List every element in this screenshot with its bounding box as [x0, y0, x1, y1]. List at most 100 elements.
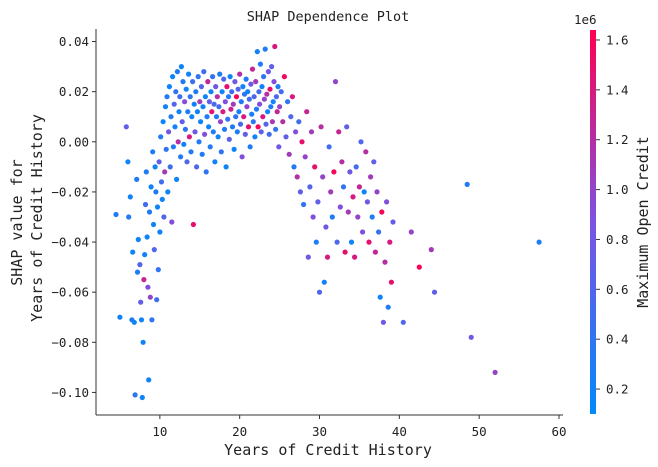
data-point: [241, 114, 247, 120]
colorbar-tick-label: 1.0: [606, 182, 629, 197]
data-point: [207, 144, 213, 150]
data-point: [210, 129, 216, 135]
y-axis-label-line-1: SHAP value for: [8, 159, 26, 285]
data-point: [163, 146, 169, 152]
data-point: [141, 277, 147, 283]
data-point: [154, 297, 160, 303]
data-point: [344, 124, 350, 130]
data-point: [201, 69, 207, 75]
data-point: [361, 189, 367, 195]
data-point: [252, 134, 258, 140]
data-point: [169, 219, 175, 225]
data-point: [262, 46, 268, 52]
y-axis-ticks: 0.04 0.02 0.00 −0.02 −0.04 −0.06 −0.08 −0.10: [51, 34, 96, 400]
data-point: [165, 189, 171, 195]
data-point: [180, 79, 186, 85]
data-point: [206, 99, 212, 105]
data-point: [276, 144, 282, 150]
data-point: [208, 89, 214, 95]
chart-title: SHAP Dependence Plot: [247, 9, 410, 25]
data-point: [213, 114, 220, 120]
data-point: [377, 294, 383, 300]
data-point: [289, 94, 295, 100]
data-point: [249, 66, 256, 72]
data-point: [372, 249, 378, 255]
data-point: [245, 89, 251, 95]
y-tick-label: 0.04: [59, 34, 89, 49]
data-point: [227, 74, 233, 80]
data-point: [291, 164, 297, 170]
data-point: [337, 204, 343, 210]
data-point: [198, 119, 204, 125]
data-point: [182, 126, 188, 132]
data-point: [230, 101, 236, 107]
data-point: [134, 269, 141, 275]
data-point: [431, 289, 438, 295]
data-point: [213, 84, 219, 90]
data-point: [246, 96, 252, 102]
data-point: [194, 109, 200, 115]
data-point: [178, 154, 184, 160]
data-point: [380, 319, 386, 325]
data-point: [174, 69, 180, 75]
data-point: [237, 121, 244, 127]
data-point: [323, 224, 329, 230]
data-point: [356, 184, 362, 190]
data-point: [172, 124, 178, 130]
data-point: [138, 299, 144, 305]
data-point: [178, 64, 184, 70]
data-point: [147, 294, 153, 300]
data-point: [345, 209, 351, 215]
data-point: [258, 129, 264, 135]
data-point: [273, 126, 279, 132]
data-point: [536, 239, 542, 245]
data-point: [263, 121, 269, 127]
data-point: [272, 43, 278, 50]
colorbar-tick-label: 1.6: [606, 32, 629, 47]
data-point: [127, 194, 133, 200]
y-tick-label: −0.02: [51, 184, 89, 199]
data-point: [326, 144, 332, 150]
data-point: [138, 317, 145, 323]
data-point: [369, 214, 375, 220]
data-point: [150, 221, 157, 228]
colorbar-tick-label: 0.8: [606, 232, 629, 247]
data-point: [233, 114, 239, 120]
data-point: [468, 334, 474, 340]
data-point: [253, 79, 259, 85]
data-point: [264, 91, 270, 97]
data-point: [199, 151, 205, 157]
data-point: [339, 159, 345, 165]
data-point: [179, 119, 185, 125]
colorbar-tick-label: 1.2: [606, 132, 629, 147]
data-point: [134, 176, 140, 182]
data-point: [416, 264, 422, 270]
data-point: [214, 94, 220, 100]
data-point: [313, 239, 319, 245]
data-point: [229, 89, 235, 95]
data-point: [368, 174, 374, 180]
data-point: [283, 134, 289, 140]
data-point: [352, 254, 358, 260]
data-point: [137, 262, 143, 268]
x-tick-label: 50: [472, 424, 487, 439]
data-point: [146, 377, 152, 383]
data-point: [206, 124, 212, 130]
data-point: [188, 149, 194, 155]
data-point: [135, 236, 141, 243]
data-point: [251, 94, 257, 100]
data-point: [166, 84, 172, 90]
data-point: [190, 221, 196, 228]
data-point: [492, 369, 498, 375]
data-point: [202, 94, 208, 100]
data-point: [260, 114, 266, 120]
colorbar-ticks: 0.2 0.4 0.6 0.8 1.0 1.2 1.4 1.6: [596, 32, 629, 397]
y-axis-label: SHAP value for Years of Credit History: [8, 114, 46, 322]
data-point: [173, 89, 179, 95]
data-point: [278, 89, 284, 95]
data-point: [166, 129, 172, 135]
data-point: [171, 101, 177, 107]
data-point: [155, 267, 161, 273]
data-point: [240, 84, 246, 90]
